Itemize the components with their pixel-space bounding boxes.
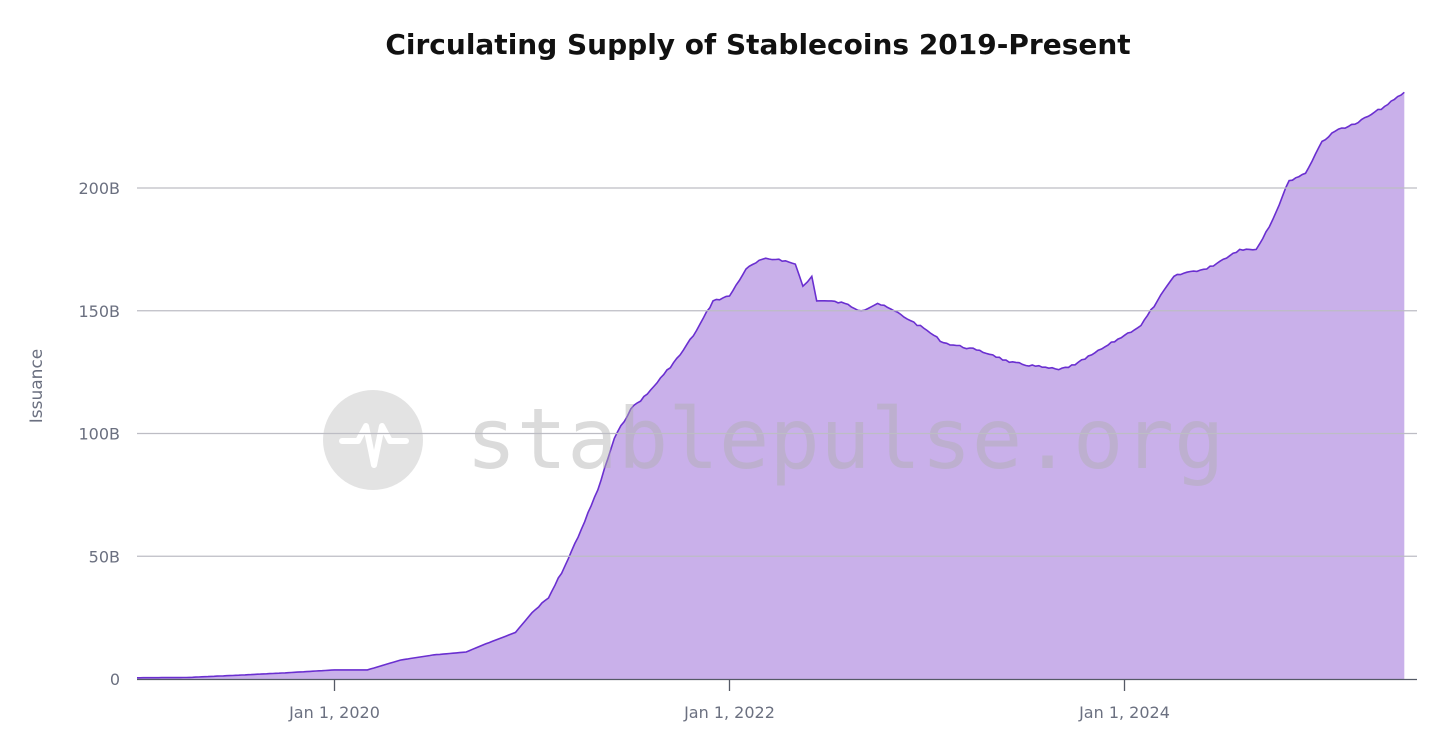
y-tick-label: 50B bbox=[89, 547, 120, 566]
series-line bbox=[137, 91, 1405, 679]
x-tick-label: Jan 1, 2020 bbox=[288, 703, 380, 722]
y-tick-label: 100B bbox=[78, 425, 120, 444]
pulse-logo-icon bbox=[323, 390, 423, 490]
y-tick-label: 200B bbox=[78, 179, 120, 198]
x-tick-label: Jan 1, 2024 bbox=[1078, 703, 1170, 722]
y-tick-label: 0 bbox=[110, 670, 120, 689]
x-tick-label: Jan 1, 2022 bbox=[683, 703, 775, 722]
area-fill bbox=[137, 92, 1405, 680]
watermark-text: stablepulse.org bbox=[466, 390, 1225, 488]
y-axis-label: Issuance bbox=[27, 349, 47, 424]
pulse-wave-icon bbox=[339, 423, 409, 468]
chart-title: Circulating Supply of Stablecoins 2019-P… bbox=[385, 28, 1131, 61]
y-tick-label: 150B bbox=[78, 302, 120, 321]
watermark: stablepulse.org bbox=[323, 390, 1225, 490]
